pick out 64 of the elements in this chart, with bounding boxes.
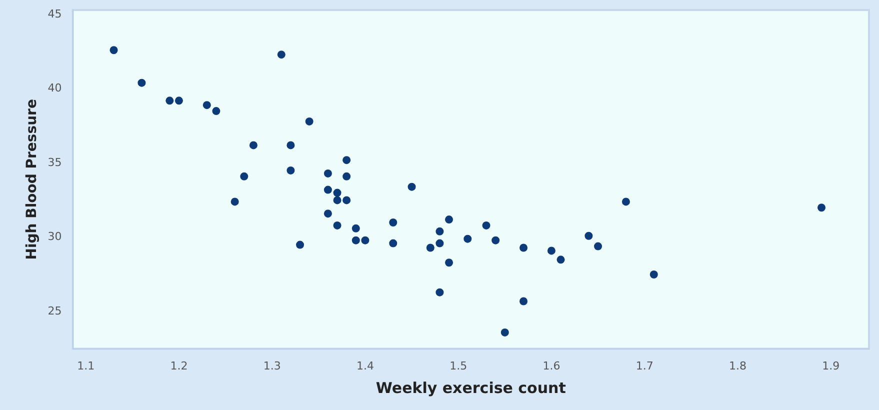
- point: [324, 169, 332, 178]
- point: [445, 216, 454, 224]
- x-tick-label: 1.7: [636, 359, 654, 372]
- point: [445, 258, 454, 267]
- point: [333, 196, 342, 204]
- point: [202, 101, 211, 110]
- x-tick-label: 1.6: [542, 359, 560, 372]
- y-tick-label: 30: [48, 230, 62, 244]
- point: [556, 256, 565, 264]
- point: [342, 156, 351, 164]
- point: [594, 242, 602, 250]
- point: [249, 141, 258, 150]
- x-axis-title: Weekly exercise count: [376, 378, 566, 397]
- y-tick-label: 35: [48, 156, 62, 169]
- y-tick-label: 40: [48, 82, 62, 95]
- point: [389, 218, 398, 226]
- x-tick-label: 1.8: [728, 359, 746, 372]
- point: [389, 239, 398, 248]
- point: [482, 221, 490, 230]
- point: [305, 117, 314, 126]
- y-tick-label: 25: [48, 304, 62, 318]
- point: [212, 107, 220, 116]
- x-tick-label: 1.4: [356, 359, 374, 372]
- point: [110, 46, 118, 54]
- point: [324, 210, 332, 218]
- point: [622, 198, 630, 206]
- point: [436, 239, 444, 248]
- point: [520, 297, 528, 306]
- point: [333, 221, 342, 230]
- point: [436, 288, 444, 296]
- point: [584, 232, 593, 240]
- x-tick-label: 1.2: [170, 359, 188, 372]
- point: [342, 196, 351, 204]
- point: [436, 227, 444, 236]
- point: [352, 224, 360, 232]
- point: [286, 141, 295, 150]
- y-tick-label: 45: [48, 7, 62, 20]
- x-tick-label: 1.3: [263, 359, 281, 372]
- point: [408, 182, 416, 191]
- point: [286, 166, 295, 174]
- point: [650, 270, 658, 278]
- point: [352, 236, 360, 244]
- point: [342, 172, 351, 180]
- x-tick-label: 1.9: [822, 359, 840, 372]
- point: [464, 234, 472, 243]
- x-tick-label: 1.1: [77, 359, 95, 372]
- point: [324, 186, 332, 194]
- y-axis-title: High Blood Pressure: [24, 99, 40, 260]
- point: [138, 78, 146, 87]
- point: [296, 240, 304, 249]
- point: [492, 236, 500, 244]
- point: [174, 96, 183, 105]
- point: [520, 244, 528, 252]
- point: [361, 236, 370, 244]
- point: [818, 204, 826, 212]
- point: [166, 96, 174, 105]
- point: [547, 246, 556, 255]
- point: [426, 244, 434, 252]
- point: [333, 188, 342, 197]
- point: [240, 172, 248, 180]
- x-tick-label: 1.5: [450, 359, 468, 372]
- point: [230, 198, 239, 206]
- point: [277, 50, 286, 59]
- point: [500, 328, 509, 336]
